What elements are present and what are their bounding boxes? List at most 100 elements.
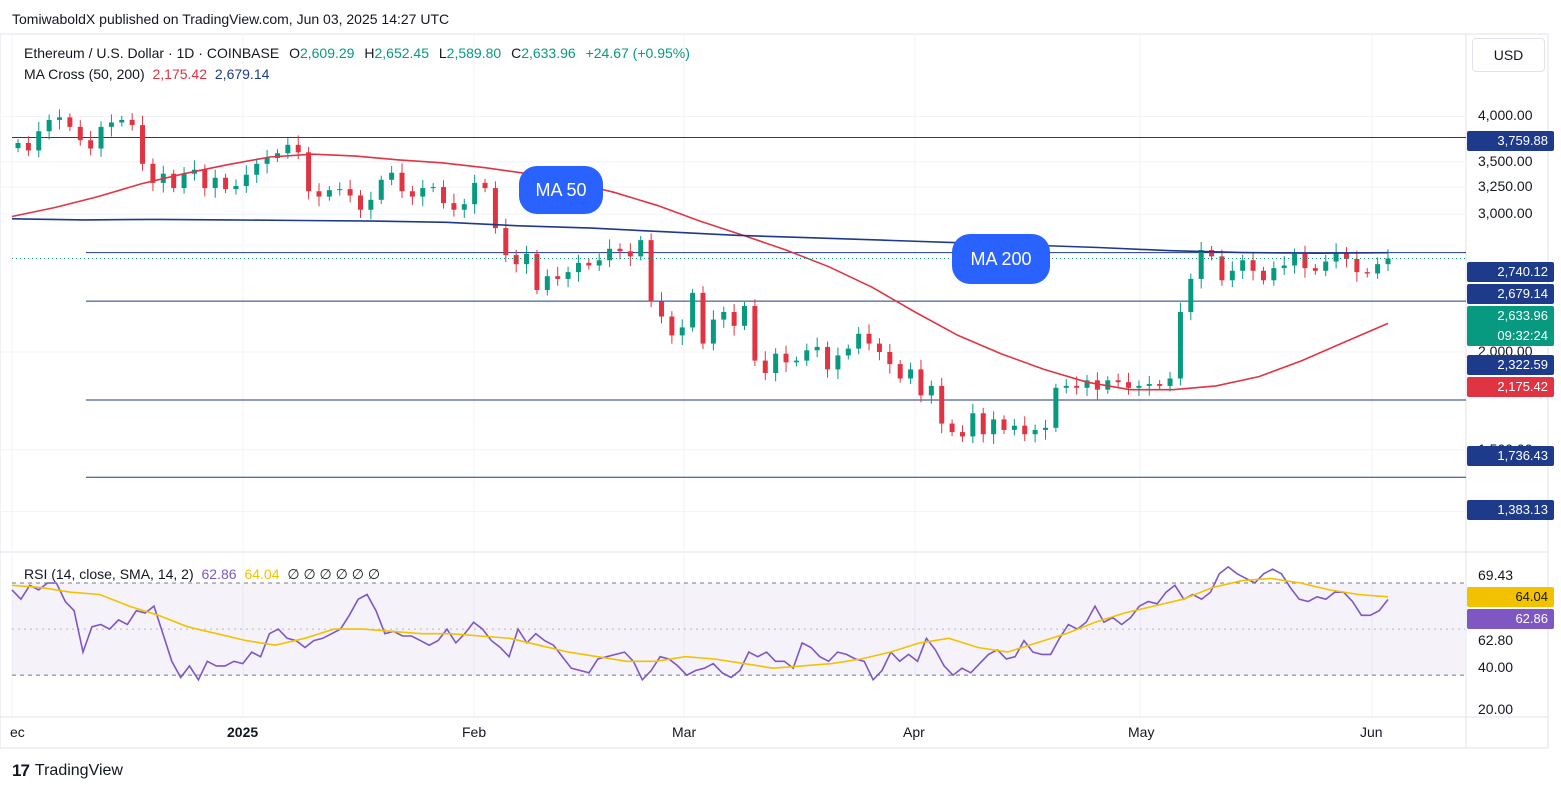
candle-body (1001, 419, 1007, 430)
price-badge: 2,679.14 (1467, 284, 1554, 304)
tradingview-logo[interactable]: 17 TradingView (12, 761, 123, 781)
candle-body (243, 174, 249, 186)
candle-body (679, 327, 685, 336)
candle-body (565, 272, 571, 279)
candle-body (88, 140, 94, 149)
rsi-value: 62.86 (201, 566, 237, 582)
candle-body (482, 182, 488, 189)
ma50-callout: MA 50 (519, 166, 603, 214)
candle-body (1240, 260, 1246, 271)
tv-logo-icon: 17 (12, 761, 30, 780)
time-tick-label: Jun (1360, 724, 1383, 740)
candle-body (710, 319, 716, 344)
candle-body (451, 203, 457, 210)
candle-body (108, 122, 114, 127)
candle-body (908, 369, 914, 379)
candle-body (1105, 380, 1111, 390)
candle-body (15, 142, 21, 149)
candle-body (1115, 380, 1121, 383)
price-tick-label: 2,000.00 (1478, 342, 1533, 359)
candle-body (285, 144, 291, 154)
candle-body (295, 144, 301, 153)
candle-body (773, 353, 779, 374)
price-tick-label: 3,500.00 (1478, 152, 1533, 169)
candle-body (825, 346, 831, 370)
candle-body (928, 385, 934, 396)
rsi-extra-values: ∅ ∅ ∅ ∅ ∅ ∅ (287, 566, 381, 582)
candle-body (1312, 268, 1318, 271)
candle-body (358, 195, 363, 210)
candle-body (1157, 384, 1163, 386)
candle-body (1074, 385, 1080, 388)
candle-body (1323, 261, 1329, 271)
candle-body (472, 182, 478, 205)
candle-body (1084, 380, 1090, 388)
time-tick-label: ec (10, 724, 25, 740)
candle-body (700, 292, 706, 344)
price-tick-label: 3,250.00 (1478, 178, 1533, 195)
candle-body (991, 419, 997, 435)
ma-cross-legend[interactable]: MA Cross (50, 200) 2,175.42 2,679.14 (24, 66, 269, 82)
price-tick-label: 3,000.00 (1478, 205, 1533, 222)
candle-body (1229, 270, 1235, 281)
candle-body (46, 119, 52, 132)
candle-body (1375, 264, 1381, 274)
candle-body (524, 253, 530, 265)
candle-body (731, 311, 737, 326)
candle-body (918, 369, 924, 396)
ma200-value: 2,679.14 (214, 66, 270, 82)
candle-body (1250, 260, 1256, 271)
candle-body (337, 189, 343, 191)
candle-body (513, 255, 519, 265)
candle-body (1063, 385, 1069, 388)
candle-body (1188, 278, 1194, 312)
candle-body (845, 348, 851, 356)
candle-body (129, 119, 135, 126)
currency-button[interactable]: USD (1472, 38, 1545, 72)
rsi-value-badge: 62.86 (1467, 609, 1554, 629)
candle-body (1292, 253, 1298, 266)
candle-body (150, 163, 156, 183)
candle-body (36, 131, 42, 151)
price-badge: 2,175.42 (1467, 377, 1554, 397)
publisher-line: TomiwaboldX published on TradingView.com… (12, 11, 450, 27)
candle-body (555, 276, 561, 279)
candle-body (1260, 270, 1266, 281)
price-badge: 1,736.43 (1467, 446, 1554, 466)
candle-body (399, 172, 405, 192)
symbol-name[interactable]: Ethereum / U.S. Dollar · 1D · COINBASE (24, 45, 280, 61)
candle-body (1053, 387, 1059, 428)
close-value: 2,633.96 (521, 45, 576, 61)
candle-body (835, 355, 841, 370)
candle-body (1343, 252, 1349, 259)
candle-body (264, 158, 270, 164)
candle-body (1385, 258, 1391, 265)
candle-body (939, 385, 945, 424)
candle-body (721, 311, 727, 320)
candle-body (98, 126, 104, 149)
brand-name: TradingView (34, 762, 123, 779)
candle-body (1333, 252, 1339, 262)
candle-body (430, 187, 436, 189)
candle-body (596, 260, 602, 266)
candle-body (67, 117, 73, 127)
candle-body (171, 173, 177, 189)
rsi-tick-label: 20.00 (1478, 701, 1514, 717)
rsi-legend[interactable]: RSI (14, close, SMA, 14, 2) 62.86 64.04 … (24, 566, 380, 583)
candle-body (503, 228, 509, 256)
candle-body (492, 188, 498, 229)
time-tick-label: May (1128, 724, 1155, 740)
high-value: 2,652.45 (374, 45, 429, 61)
candle-body (658, 301, 664, 317)
candle-body (814, 346, 820, 351)
candle-body (534, 253, 540, 291)
candle-body (1022, 425, 1028, 435)
rsi-tick-label: 62.80 (1478, 632, 1514, 648)
price-badge: 2,633.96 09:32:24 (1467, 306, 1554, 346)
candle-body (980, 413, 986, 435)
ma200-line (11, 218, 1389, 255)
candle-body (638, 240, 644, 257)
candle-body (25, 142, 31, 151)
candle-body (669, 316, 675, 336)
